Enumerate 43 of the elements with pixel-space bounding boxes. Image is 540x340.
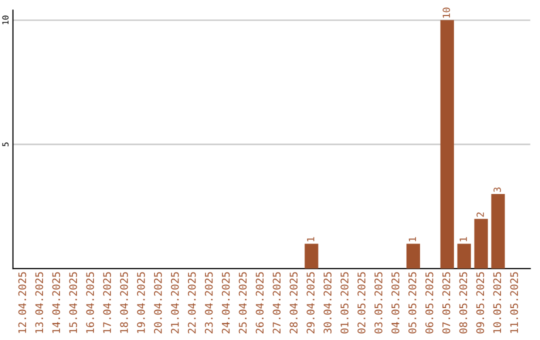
x-tick-label: 01.05.2025: [340, 272, 348, 334]
x-tick-label: 22.04.2025: [188, 272, 196, 334]
x-tick-label: 10.05.2025: [493, 272, 502, 333]
x-tick-label: 24.04.2025: [222, 272, 230, 334]
x-tick-label: 28.04.2025: [290, 272, 298, 334]
data-label: 10: [442, 8, 450, 18]
data-label: 1: [460, 237, 467, 242]
x-tick-label: 21.04.2025: [170, 272, 179, 334]
x-tick-label: 17.04.2025: [103, 272, 111, 333]
x-tick-label: 12.04.2025: [18, 272, 26, 333]
x-tick-label: 07.05.2025: [442, 272, 450, 334]
bar: [491, 194, 505, 269]
x-tick-label: 27.04.2025: [272, 272, 281, 334]
bar: [304, 244, 318, 269]
data-label: 3: [494, 188, 501, 192]
x-tick-label: 16.04.2025: [86, 272, 94, 333]
bar: [406, 244, 420, 269]
x-tick-label: 11.05.2025: [510, 272, 518, 333]
data-label: 1: [307, 237, 314, 242]
x-tick-label: 05.05.2025: [408, 272, 416, 334]
x-tick-label: 30.04.2025: [324, 272, 332, 334]
data-label: 1: [408, 237, 416, 242]
x-tick-label: 26.04.2025: [256, 272, 264, 334]
x-tick-label: 20.04.2025: [154, 272, 162, 334]
x-tick-label: 25.04.2025: [238, 272, 247, 334]
x-tick-label: 19.04.2025: [137, 272, 145, 333]
bar: [457, 244, 471, 269]
x-tick-label: 06.05.2025: [425, 272, 434, 334]
data-label: 2: [476, 212, 484, 217]
x-tick-label: 04.05.2025: [391, 272, 400, 334]
x-tick-label: 03.05.2025: [374, 272, 382, 334]
x-tick-label: 02.05.2025: [358, 272, 366, 334]
x-tick-label: 14.04.2025: [52, 272, 60, 333]
x-tick-label: 18.04.2025: [120, 272, 128, 333]
x-tick-label: 13.04.2025: [35, 272, 44, 333]
x-tick-label: 08.05.2025: [459, 272, 468, 334]
bar: [440, 20, 454, 269]
x-tick-label: 29.04.2025: [306, 272, 315, 334]
x-tick-label: 23.04.2025: [204, 272, 213, 334]
bar: [474, 218, 488, 269]
x-tick-label: 09.05.2025: [476, 272, 484, 334]
x-tick-label: 15.04.2025: [69, 272, 78, 333]
y-tick-label: 5: [2, 142, 9, 146]
